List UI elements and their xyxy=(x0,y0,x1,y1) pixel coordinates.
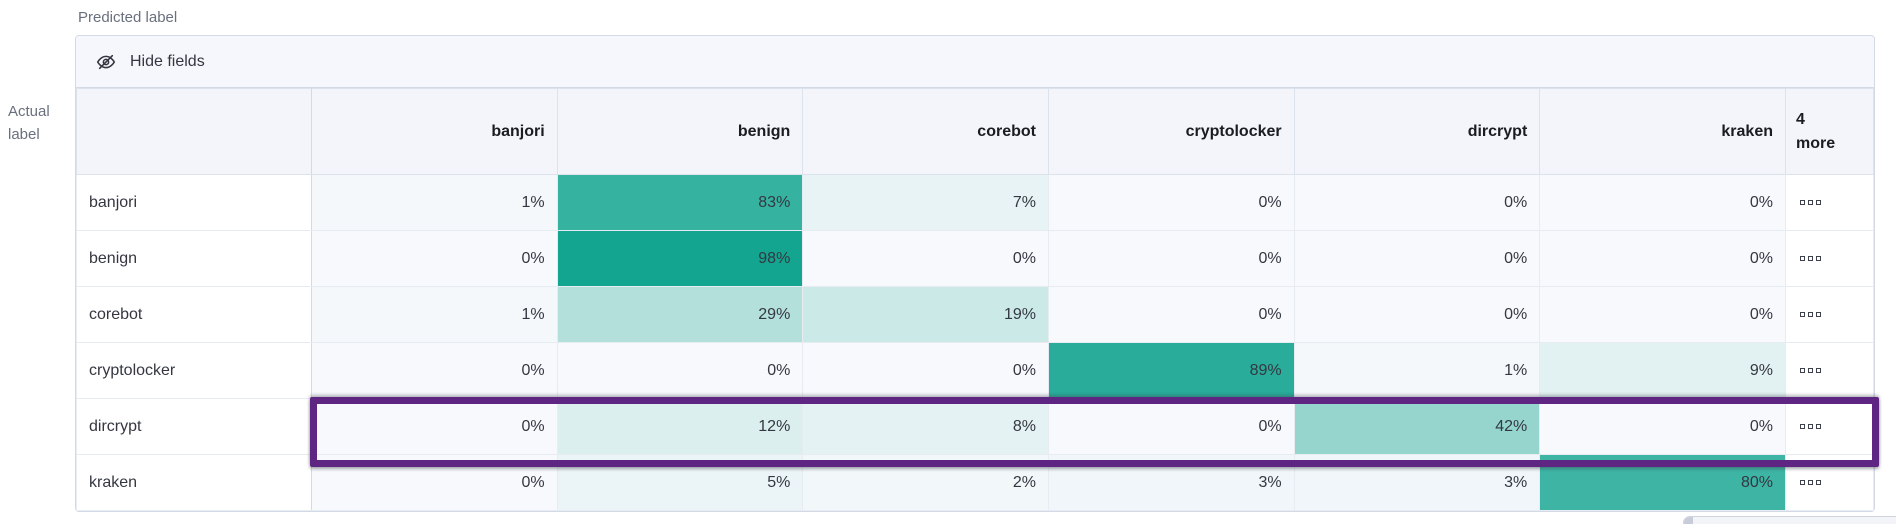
matrix-cell-cryptolocker-kraken[interactable]: 9% xyxy=(1539,342,1786,399)
matrix-cell-banjori-corebot[interactable]: 7% xyxy=(802,174,1049,231)
matrix-cell-kraken-corebot[interactable]: 2% xyxy=(802,454,1049,511)
matrix-cell-benign-cryptolocker[interactable]: 0% xyxy=(1047,230,1295,287)
matrix-cell-banjori-cryptolocker[interactable]: 0% xyxy=(1047,174,1295,231)
matrix-row-corebot: corebot 1% 29% 19% 0% 0% 0% xyxy=(76,286,1874,343)
row-label-corebot[interactable]: corebot xyxy=(76,286,312,343)
matrix-cell-dircrypt-banjori[interactable]: 0% xyxy=(311,398,558,455)
matrix-cell-banjori-dircrypt[interactable]: 0% xyxy=(1293,174,1541,231)
column-header-banjori[interactable]: banjori xyxy=(311,88,558,175)
matrix-cell-corebot-benign[interactable]: 29% xyxy=(556,286,804,343)
more-columns-header[interactable]: 4 more xyxy=(1785,88,1874,175)
matrix-cell-banjori-kraken[interactable]: 0% xyxy=(1539,174,1786,231)
matrix-cell-dircrypt-corebot[interactable]: 8% xyxy=(802,398,1049,455)
matrix-cell-cryptolocker-corebot[interactable]: 0% xyxy=(802,342,1049,399)
row-label-benign[interactable]: benign xyxy=(76,230,312,287)
column-header-corebot[interactable]: corebot xyxy=(802,88,1049,175)
matrix-cell-kraken-cryptolocker[interactable]: 3% xyxy=(1047,454,1295,511)
more-columns-cell[interactable] xyxy=(1785,174,1874,231)
matrix-cell-kraken-benign[interactable]: 5% xyxy=(556,454,804,511)
confusion-matrix-grid: banjori benign corebot cryptolocker dircrypt… xyxy=(76,88,1874,511)
matrix-cell-corebot-cryptolocker[interactable]: 0% xyxy=(1047,286,1295,343)
more-columns-cell[interactable] xyxy=(1785,286,1874,343)
more-columns-cell[interactable] xyxy=(1785,230,1874,287)
matrix-row-banjori: banjori 1% 83% 7% 0% 0% 0% xyxy=(76,174,1874,231)
matrix-cell-cryptolocker-benign[interactable]: 0% xyxy=(556,342,804,399)
matrix-cell-benign-dircrypt[interactable]: 0% xyxy=(1293,230,1541,287)
matrix-cell-benign-banjori[interactable]: 0% xyxy=(311,230,558,287)
matrix-cell-cryptolocker-dircrypt[interactable]: 1% xyxy=(1293,342,1541,399)
matrix-cell-banjori-banjori[interactable]: 1% xyxy=(311,174,558,231)
matrix-cell-dircrypt-dircrypt[interactable]: 42% xyxy=(1293,398,1541,455)
more-columns-cell[interactable] xyxy=(1785,342,1874,399)
matrix-cell-kraken-banjori[interactable]: 0% xyxy=(311,454,558,511)
column-header-dircrypt[interactable]: dircrypt xyxy=(1293,88,1541,175)
row-label-dircrypt[interactable]: dircrypt xyxy=(76,398,312,455)
matrix-cell-cryptolocker-cryptolocker[interactable]: 89% xyxy=(1047,342,1295,399)
matrix-cell-corebot-kraken[interactable]: 0% xyxy=(1539,286,1786,343)
hide-fields-label: Hide fields xyxy=(130,52,205,70)
predicted-axis-label: Predicted label xyxy=(78,9,178,26)
matrix-cell-corebot-corebot[interactable]: 19% xyxy=(802,286,1049,343)
matrix-cell-benign-corebot[interactable]: 0% xyxy=(802,230,1049,287)
matrix-row-cryptolocker: cryptolocker 0% 0% 0% 89% 1% 9% xyxy=(76,342,1874,399)
matrix-cell-corebot-banjori[interactable]: 1% xyxy=(311,286,558,343)
matrix-cell-kraken-kraken[interactable]: 80% xyxy=(1539,454,1786,511)
actual-axis-label: Actual label xyxy=(8,103,50,143)
boxes-horizontal-icon xyxy=(1800,480,1873,485)
matrix-row-kraken: kraken 0% 5% 2% 3% 3% 80% xyxy=(76,454,1874,511)
column-header-benign[interactable]: benign xyxy=(556,88,804,175)
matrix-cell-kraken-dircrypt[interactable]: 3% xyxy=(1293,454,1541,511)
matrix-row-dircrypt: dircrypt 0% 12% 8% 0% 42% 0% xyxy=(76,398,1874,455)
matrix-row-benign: benign 0% 98% 0% 0% 0% 0% xyxy=(76,230,1874,287)
eye-closed-icon xyxy=(96,54,116,69)
hide-fields-button[interactable]: Hide fields xyxy=(76,36,1874,88)
matrix-cell-benign-benign[interactable]: 98% xyxy=(556,230,804,287)
matrix-cell-dircrypt-cryptolocker[interactable]: 0% xyxy=(1047,398,1295,455)
horizontal-scrollbar[interactable] xyxy=(1683,516,1896,524)
column-header-cryptolocker[interactable]: cryptolocker xyxy=(1047,88,1295,175)
header-row: banjori benign corebot cryptolocker dircrypt… xyxy=(76,88,1874,175)
row-label-kraken[interactable]: kraken xyxy=(76,454,312,511)
row-label-banjori[interactable]: banjori xyxy=(76,174,312,231)
boxes-horizontal-icon xyxy=(1800,424,1873,429)
confusion-matrix-panel: Hide fields banjori benign corebot cryptolo… xyxy=(75,35,1879,512)
corner-header-cell xyxy=(76,88,312,175)
column-header-kraken[interactable]: kraken xyxy=(1539,88,1786,175)
matrix-cell-benign-kraken[interactable]: 0% xyxy=(1539,230,1786,287)
matrix-cell-dircrypt-kraken[interactable]: 0% xyxy=(1539,398,1786,455)
boxes-horizontal-icon xyxy=(1800,200,1873,205)
matrix-cell-dircrypt-benign[interactable]: 12% xyxy=(556,398,804,455)
more-columns-cell[interactable] xyxy=(1785,454,1874,511)
boxes-horizontal-icon xyxy=(1800,256,1873,261)
matrix-cell-corebot-dircrypt[interactable]: 0% xyxy=(1293,286,1541,343)
matrix-cell-cryptolocker-banjori[interactable]: 0% xyxy=(311,342,558,399)
matrix-cell-banjori-benign[interactable]: 83% xyxy=(556,174,804,231)
boxes-horizontal-icon xyxy=(1800,312,1873,317)
row-label-cryptolocker[interactable]: cryptolocker xyxy=(76,342,312,399)
more-columns-cell[interactable] xyxy=(1785,398,1874,455)
boxes-horizontal-icon xyxy=(1800,368,1873,373)
